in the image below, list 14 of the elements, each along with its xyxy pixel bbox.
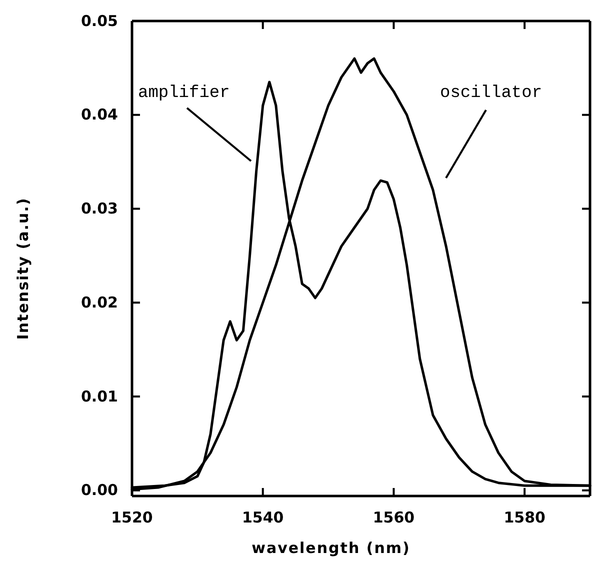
x-tick-label: 1540: [242, 508, 284, 527]
x-axis-title: wavelength (nm): [252, 539, 410, 557]
x-tick-label: 1520: [111, 508, 153, 527]
y-tick-label: 0.03: [80, 200, 118, 218]
y-tick-label: 0.02: [80, 293, 118, 312]
y-tick-label: 0.05: [80, 12, 118, 30]
y-tick-label: 0.00: [80, 481, 118, 500]
y-axis-title: Intensity (a.u.): [14, 197, 32, 340]
x-tick-label: 1560: [372, 508, 415, 527]
annotation: amplifier: [138, 84, 230, 103]
x-tick-label: 1580: [504, 508, 546, 527]
y-tick-label: 0.04: [80, 106, 118, 124]
y-tick-label: 0.01: [80, 387, 118, 406]
annotation: oscillator: [440, 84, 542, 103]
